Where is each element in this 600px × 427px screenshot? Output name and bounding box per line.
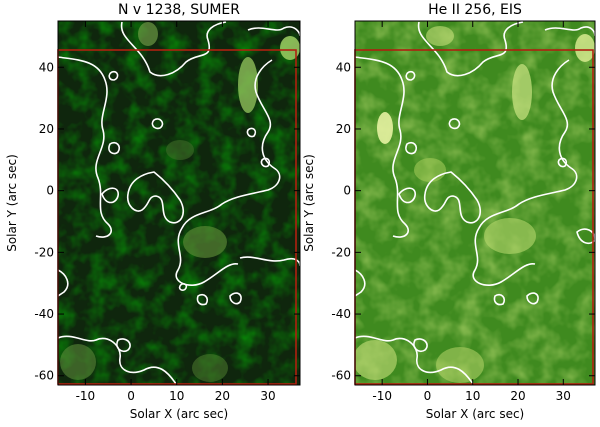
image-texture (58, 21, 300, 385)
x-tick-label: 10 (169, 389, 184, 403)
y-tick-label: -60 (331, 369, 351, 383)
panel-sumer: N v 1238, SUMER Solar X (arc sec) Solar … (5, 2, 301, 421)
y-tick-label: -40 (331, 307, 351, 321)
y-tick-label: 20 (39, 122, 54, 136)
x-tick-label: 30 (556, 389, 571, 403)
contours (58, 21, 300, 385)
x-tick-label: 20 (215, 389, 230, 403)
y-tick-label: 0 (46, 184, 54, 198)
x-tick-label: 10 (465, 389, 480, 403)
panel-title: N v 1238, SUMER (118, 2, 240, 18)
panel-title: He II 256, EIS (428, 2, 522, 18)
x-tick-label: 30 (260, 389, 275, 403)
y-tick-label: 40 (336, 60, 351, 74)
y-tick-label: -20 (331, 245, 351, 259)
y-axis-label: Solar Y (arc sec) (302, 154, 316, 252)
image-texture (355, 21, 595, 385)
bright-patches (355, 26, 595, 383)
y-tick-label: -20 (34, 245, 54, 259)
bright-patches (60, 22, 300, 382)
axis-ticks: -10 0 10 20 30 -60 -40 -20 0 20 40 (331, 21, 595, 403)
x-axis-label: Solar X (arc sec) (426, 407, 524, 421)
x-tick-label: -10 (76, 389, 96, 403)
x-tick-label: -10 (372, 389, 392, 403)
x-tick-label: 0 (127, 389, 135, 403)
axis-ticks: -10 0 10 20 30 -60 -40 -20 0 20 40 (34, 21, 300, 403)
x-tick-label: 0 (424, 389, 432, 403)
y-tick-label: 0 (343, 184, 351, 198)
y-tick-label: -40 (34, 307, 54, 321)
panel-eis: He II 256, EIS Solar X (arc sec) Solar Y… (302, 2, 596, 421)
x-axis-label: Solar X (arc sec) (130, 407, 228, 421)
y-tick-label: 40 (39, 60, 54, 74)
y-tick-label: -60 (34, 369, 54, 383)
x-tick-label: 20 (510, 389, 525, 403)
plot-frame (354, 20, 596, 386)
y-axis-label: Solar Y (arc sec) (5, 154, 19, 252)
plot-frame (57, 20, 301, 386)
y-tick-label: 20 (336, 122, 351, 136)
